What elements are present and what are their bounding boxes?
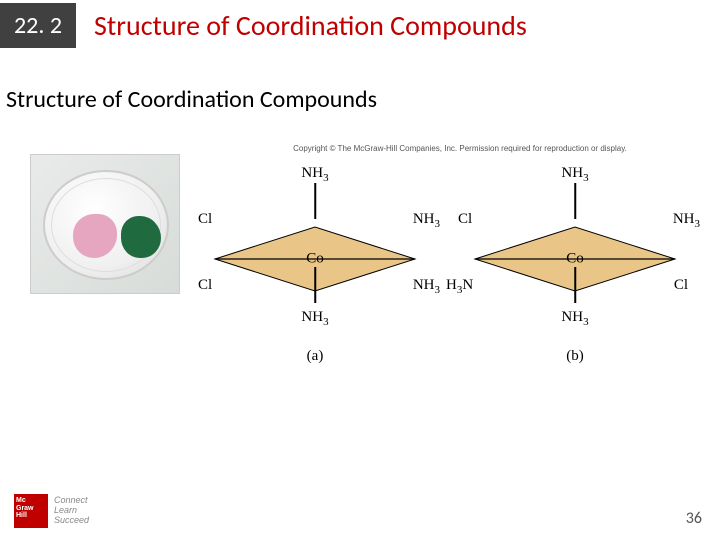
axial-bond-top — [314, 183, 316, 219]
ligand-top-b: NH3 — [561, 165, 588, 184]
petri-dish — [43, 170, 169, 280]
slide-subtitle: Structure of Coordination Compounds — [6, 85, 720, 114]
content-row: Copyright © The McGraw-Hill Companies, I… — [0, 144, 720, 359]
ligand-bl-a: Cl — [198, 277, 212, 294]
diagrams-area: Copyright © The McGraw-Hill Companies, I… — [200, 144, 720, 359]
ligand-bottom-a: NH3 — [301, 309, 328, 328]
ligand-bl-b: H3N — [446, 277, 473, 296]
photo-petri-dish — [30, 154, 180, 294]
copyright-text: Copyright © The McGraw-Hill Companies, I… — [200, 144, 720, 153]
axial-bond-top-b — [574, 183, 576, 219]
center-atom-b: Co — [566, 251, 584, 268]
logo-square: McGrawHill — [14, 494, 48, 528]
ligand-tl-b: Cl — [458, 211, 472, 228]
diagram-a: Co NH3 NH3 Cl NH3 Cl NH3 (a) — [200, 159, 430, 359]
ligand-tl-a: Cl — [198, 211, 212, 228]
page-number: 36 — [686, 509, 702, 528]
green-compound — [121, 216, 161, 258]
axial-bond-bottom-b — [574, 267, 576, 303]
caption-b: (b) — [566, 348, 584, 365]
slide-header: 22. 2 Structure of Coordination Compound… — [0, 0, 720, 50]
section-number-badge: 22. 2 — [0, 3, 76, 48]
center-atom-a: Co — [306, 251, 324, 268]
ligand-tr-a: NH3 — [413, 211, 440, 230]
ligand-bottom-b: NH3 — [561, 309, 588, 328]
diagram-b: Co NH3 NH3 Cl NH3 H3N Cl (b) — [460, 159, 690, 359]
ligand-br-a: NH3 — [413, 277, 440, 296]
caption-a: (a) — [307, 348, 324, 365]
ligand-top-a: NH3 — [301, 165, 328, 184]
axial-bond-bottom — [314, 267, 316, 303]
ligand-tr-b: NH3 — [673, 211, 700, 230]
ligand-br-b: Cl — [674, 277, 688, 294]
logo-tagline: Connect Learn Succeed — [54, 496, 89, 526]
publisher-logo: McGrawHill Connect Learn Succeed — [14, 494, 89, 528]
section-title: Structure of Coordination Compounds — [94, 8, 527, 43]
